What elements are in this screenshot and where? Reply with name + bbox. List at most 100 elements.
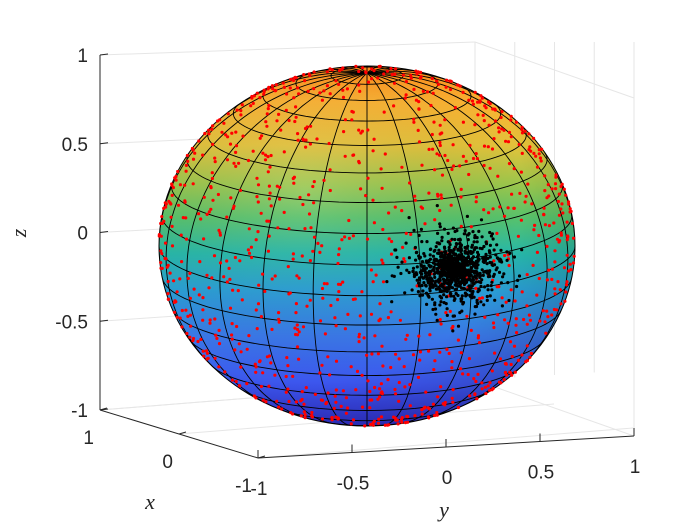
red-point xyxy=(206,356,210,360)
black-point xyxy=(440,268,444,272)
red-point xyxy=(157,233,161,237)
red-point xyxy=(419,70,423,74)
red-point xyxy=(284,108,288,112)
red-point xyxy=(414,69,418,73)
red-point xyxy=(239,109,243,113)
black-point xyxy=(459,263,463,268)
red-point xyxy=(568,262,572,266)
black-point xyxy=(474,266,478,270)
red-point xyxy=(210,127,214,131)
black-point xyxy=(413,245,417,250)
red-point xyxy=(506,206,510,210)
red-point xyxy=(451,400,455,404)
black-point xyxy=(445,313,449,317)
red-point xyxy=(294,76,298,80)
red-point xyxy=(559,302,563,306)
red-point xyxy=(296,327,300,332)
black-point xyxy=(440,251,444,255)
red-point xyxy=(476,334,481,338)
red-point xyxy=(340,238,344,242)
red-point xyxy=(312,180,316,184)
red-point xyxy=(480,381,484,385)
red-point xyxy=(568,207,572,211)
x-tick xyxy=(99,407,108,411)
black-point xyxy=(412,228,416,232)
red-point xyxy=(185,331,189,336)
red-point xyxy=(475,397,479,401)
black-point xyxy=(490,280,494,284)
red-point xyxy=(555,237,560,241)
black-point xyxy=(438,303,442,307)
red-point xyxy=(201,308,205,312)
red-point xyxy=(259,211,263,215)
red-point xyxy=(217,228,221,232)
black-point xyxy=(451,274,455,278)
red-point xyxy=(361,66,365,70)
red-point xyxy=(261,398,265,402)
red-point xyxy=(370,352,374,356)
red-point xyxy=(336,417,341,421)
red-point xyxy=(180,325,184,329)
red-point xyxy=(475,157,479,161)
red-point xyxy=(230,337,234,341)
red-point xyxy=(535,250,540,254)
black-point xyxy=(430,297,434,301)
black-point xyxy=(449,280,454,284)
red-point xyxy=(415,284,419,288)
red-point xyxy=(381,280,386,284)
red-point xyxy=(302,73,306,77)
red-point xyxy=(394,352,398,356)
black-point xyxy=(395,255,399,259)
red-point xyxy=(520,290,524,294)
red-point xyxy=(558,288,562,292)
black-point xyxy=(425,302,429,306)
red-point xyxy=(510,373,514,377)
red-point xyxy=(512,344,517,348)
red-point xyxy=(571,261,576,265)
red-point xyxy=(311,249,315,253)
black-point xyxy=(469,278,473,283)
black-point xyxy=(428,289,432,293)
red-point xyxy=(402,365,406,369)
red-point xyxy=(291,257,295,261)
red-point xyxy=(547,268,551,272)
red-point xyxy=(433,218,437,222)
red-point xyxy=(222,275,226,279)
red-point xyxy=(253,362,257,366)
red-point xyxy=(540,147,544,151)
black-point xyxy=(447,282,451,286)
black-point xyxy=(476,302,480,306)
red-point xyxy=(363,424,367,428)
red-point xyxy=(473,90,477,94)
red-point xyxy=(322,178,326,182)
black-point xyxy=(505,258,509,262)
red-point xyxy=(487,100,491,104)
black-point xyxy=(499,281,503,285)
red-point xyxy=(438,132,442,136)
red-point xyxy=(473,123,477,127)
red-point xyxy=(320,398,325,402)
red-point xyxy=(387,237,391,241)
red-point xyxy=(277,320,281,324)
red-point xyxy=(443,118,447,122)
red-point xyxy=(264,153,268,157)
red-point xyxy=(533,223,537,227)
red-point xyxy=(297,357,301,361)
red-point xyxy=(261,272,265,276)
red-point xyxy=(490,369,494,373)
red-point xyxy=(397,399,401,403)
red-point xyxy=(376,421,381,425)
red-point xyxy=(345,87,349,91)
red-point xyxy=(400,209,404,213)
black-point xyxy=(416,290,420,294)
black-point xyxy=(492,272,496,276)
red-point xyxy=(293,326,297,330)
black-point xyxy=(396,265,400,269)
black-point xyxy=(492,248,496,252)
red-point xyxy=(390,239,394,244)
red-point xyxy=(520,353,524,357)
red-point xyxy=(534,154,538,158)
red-point xyxy=(210,276,214,280)
red-point xyxy=(259,315,263,319)
black-point xyxy=(407,216,411,220)
